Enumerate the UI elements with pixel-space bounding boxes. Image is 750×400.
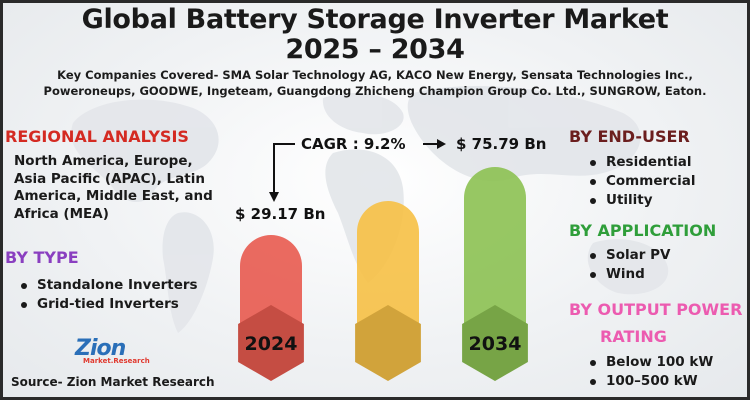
zion-logo-wordmark: Zion [75,336,126,361]
infographic-frame: Global Battery Storage Inverter Market 2… [3,3,747,397]
cagr-label: CAGR : 9.2% [301,135,406,153]
regional-analysis-list: North America, Europe, Asia Pacific (APA… [14,153,229,223]
list-item: Commercial [586,172,696,191]
zion-logo-tagline: Market.Research [83,357,150,365]
value-label-2024: $ 29.17 Bn [235,205,325,223]
value-label-2034: $ 75.79 Bn [456,135,546,153]
by-end-user-list: Residential Commercial Utility [586,153,696,210]
by-type-list: Standalone Inverters Grid-tied Inverters [17,276,198,314]
list-item: Grid-tied Inverters [17,295,198,314]
region-line: North America, Europe, [14,153,193,169]
bar-2034 [464,167,526,351]
region-line: Asia Pacific (APAC), Latin [14,170,205,187]
by-application-heading: BY APPLICATION [569,221,717,240]
by-end-user-heading: BY END-USER [569,127,690,146]
list-item: Residential [586,153,696,172]
list-item: Below 100 kW [586,353,713,372]
list-item: Solar PV [586,246,670,265]
year-label-2024: 2024 [245,333,298,355]
region-line: America, Middle East, and [14,188,213,204]
list-item: 100–500 kW [586,372,713,391]
hex-base-2034 [462,305,528,381]
by-output-power-heading-rating: RATING [600,327,667,346]
regional-analysis-heading: REGIONAL ANALYSIS [5,127,189,146]
hex-base-middle [355,305,421,381]
by-application-list: Solar PV Wind [586,246,670,284]
key-companies-line-1: Key Companies Covered- SMA Solar Technol… [57,68,693,82]
key-companies-line-2: Poweroneups, GOODWE, Ingeteam, Guangdong… [43,84,707,98]
cagr-arrow-down [273,143,295,195]
list-item: Standalone Inverters [17,276,198,295]
market-bar-chart: 2024 2034 $ 29.17 Bn $ 75.79 Bn CAGR : 9.2% [235,135,546,381]
by-type-heading: BY TYPE [5,248,79,267]
by-output-power-heading: BY OUTPUT POWER [569,300,743,319]
bar-middle [357,201,419,351]
by-output-power-list: Below 100 kW 100–500 kW [586,353,713,391]
cagr-arrow-right-head [437,139,446,149]
zion-logo: Zion Market.Research [75,336,150,370]
list-item: Wind [586,265,670,284]
title-line-2: 2025 – 2034 [285,34,465,65]
title-line-1: Global Battery Storage Inverter Market [81,4,669,35]
hex-base-2024 [238,305,304,381]
source-note: Source- Zion Market Research [11,375,215,389]
year-label-2034: 2034 [469,333,522,355]
region-line: Africa (MEA) [14,205,109,222]
cagr-arrow-down-head [269,192,279,202]
list-item: Utility [586,191,696,210]
